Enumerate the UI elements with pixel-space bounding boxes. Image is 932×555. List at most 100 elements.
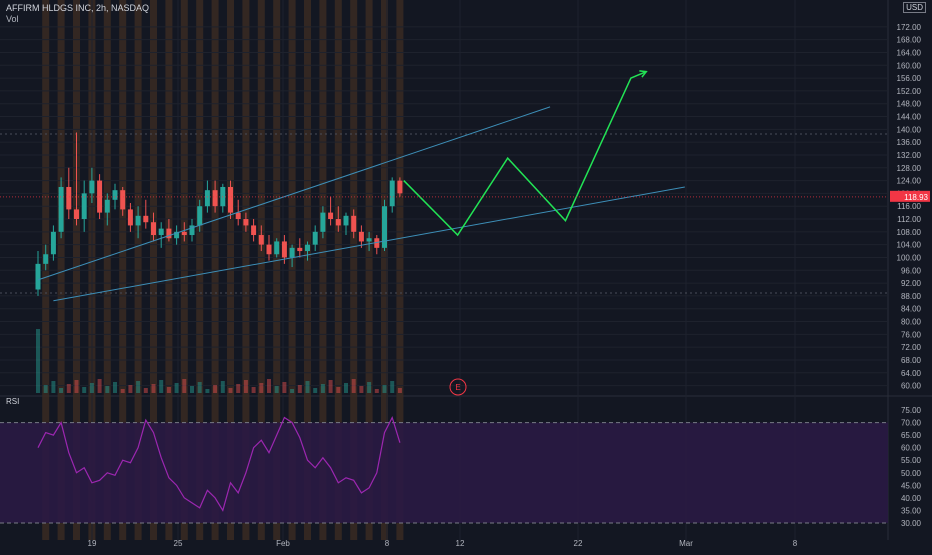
candle-body: [143, 215, 149, 223]
rsi-band-fill: [0, 422, 888, 523]
candle-body: [351, 215, 357, 232]
volume-bar: [351, 379, 356, 393]
candle-body: [120, 190, 126, 210]
rsi-tick-label: 75.00: [901, 406, 922, 415]
volume-bar: [182, 379, 187, 393]
time-tick-label: Mar: [679, 539, 693, 548]
price-tick-label: 60.00: [901, 382, 922, 391]
volume-bar: [120, 389, 125, 393]
volume-bar: [390, 381, 395, 393]
volume-bar: [336, 387, 341, 393]
volume-bar: [320, 384, 325, 393]
volume-bar: [328, 380, 333, 393]
price-tick-label: 136.00: [897, 138, 922, 147]
candle-body: [366, 238, 372, 242]
volume-bar: [374, 389, 379, 393]
price-tick-label: 100.00: [897, 253, 922, 262]
rsi-label: RSI: [6, 397, 20, 406]
symbol-title: AFFIRM HLDGS INC, 2h, NASDAQ: [6, 3, 150, 13]
volume-bar: [197, 382, 202, 393]
volume-bar: [344, 383, 348, 393]
candle-body: [81, 193, 87, 220]
volume-bar: [213, 385, 218, 393]
volume-bar: [305, 381, 310, 393]
price-tick-label: 148.00: [897, 100, 922, 109]
price-tick-label: 124.00: [897, 177, 922, 186]
candle-body: [228, 186, 233, 213]
price-tick-label: 68.00: [901, 356, 922, 365]
price-tick-label: 96.00: [901, 266, 922, 275]
candle-body: [204, 190, 210, 207]
time-tick-label: 8: [793, 539, 798, 548]
candle-body: [358, 231, 364, 242]
time-tick-label: 25: [174, 539, 183, 548]
candle-body: [297, 247, 303, 252]
volume-bar: [397, 388, 402, 393]
volume-bar: [43, 385, 48, 393]
volume-bar: [105, 386, 110, 393]
candle-body: [235, 212, 241, 220]
time-tick-label: 8: [385, 539, 390, 548]
volume-bar: [243, 380, 248, 393]
candle-body: [43, 254, 49, 264]
volume-bar: [151, 384, 156, 393]
current-price-tag: [890, 190, 930, 202]
rsi-tick-label: 70.00: [901, 419, 922, 428]
candle-body: [343, 215, 349, 226]
price-tick-label: 64.00: [901, 369, 922, 378]
volume-bar: [290, 389, 295, 393]
currency-selector[interactable]: USD: [901, 2, 926, 13]
rsi-tick-label: 60.00: [901, 444, 922, 453]
trend-line: [53, 186, 685, 302]
price-tick-label: 84.00: [901, 305, 922, 314]
price-tick-label: 104.00: [897, 241, 922, 250]
price-tick-label: 140.00: [897, 125, 922, 134]
volume-bar: [74, 380, 79, 393]
projection-arrowhead: [639, 70, 648, 78]
rsi-line: [37, 415, 401, 512]
candle-body: [35, 263, 41, 290]
candle-body: [158, 228, 164, 236]
volume-bar: [113, 382, 117, 393]
earnings-marker-icon: [449, 378, 467, 396]
rsi-tick-label: 45.00: [901, 481, 922, 490]
chart-legend: AFFIRM HLDGS INC, 2h, NASDAQ Vol: [6, 3, 149, 25]
price-tick-label: 172.00: [897, 23, 922, 32]
candle-body: [174, 231, 180, 239]
volume-bar: [97, 379, 102, 393]
candle-body: [151, 222, 156, 236]
price-tick-label: 132.00: [897, 151, 922, 160]
volume-bar: [159, 380, 164, 393]
volume-bar: [51, 381, 56, 393]
volume-bar: [36, 329, 40, 393]
candle-body: [243, 219, 249, 226]
volume-bar: [190, 386, 194, 393]
candle-body: [281, 241, 287, 258]
candle-body: [189, 225, 195, 236]
candle-body: [58, 186, 64, 232]
price-tick-label: 88.00: [901, 292, 922, 301]
price-tick-label: 152.00: [897, 87, 922, 96]
price-tick-label: 128.00: [897, 164, 922, 173]
candle-body: [289, 247, 295, 258]
rsi-tick-label: 50.00: [901, 469, 922, 478]
volume-label: Vol: [6, 14, 19, 24]
price-tick-label: 80.00: [901, 318, 922, 327]
candle-body: [374, 238, 380, 248]
candle-body: [89, 180, 95, 194]
candle-body: [104, 199, 110, 213]
volume-bar: [220, 381, 225, 393]
rsi-tick-label: 40.00: [901, 494, 922, 503]
volume-bar: [228, 388, 233, 393]
candle-body: [66, 186, 72, 210]
candle-body: [135, 215, 141, 226]
projection-path: [403, 70, 647, 237]
candle-body: [328, 212, 334, 220]
candle-body: [305, 244, 310, 252]
currency-label[interactable]: USD: [903, 2, 926, 13]
price-tick-label: 164.00: [897, 48, 922, 57]
volume-bar: [136, 381, 141, 393]
volume-bar: [205, 389, 210, 393]
